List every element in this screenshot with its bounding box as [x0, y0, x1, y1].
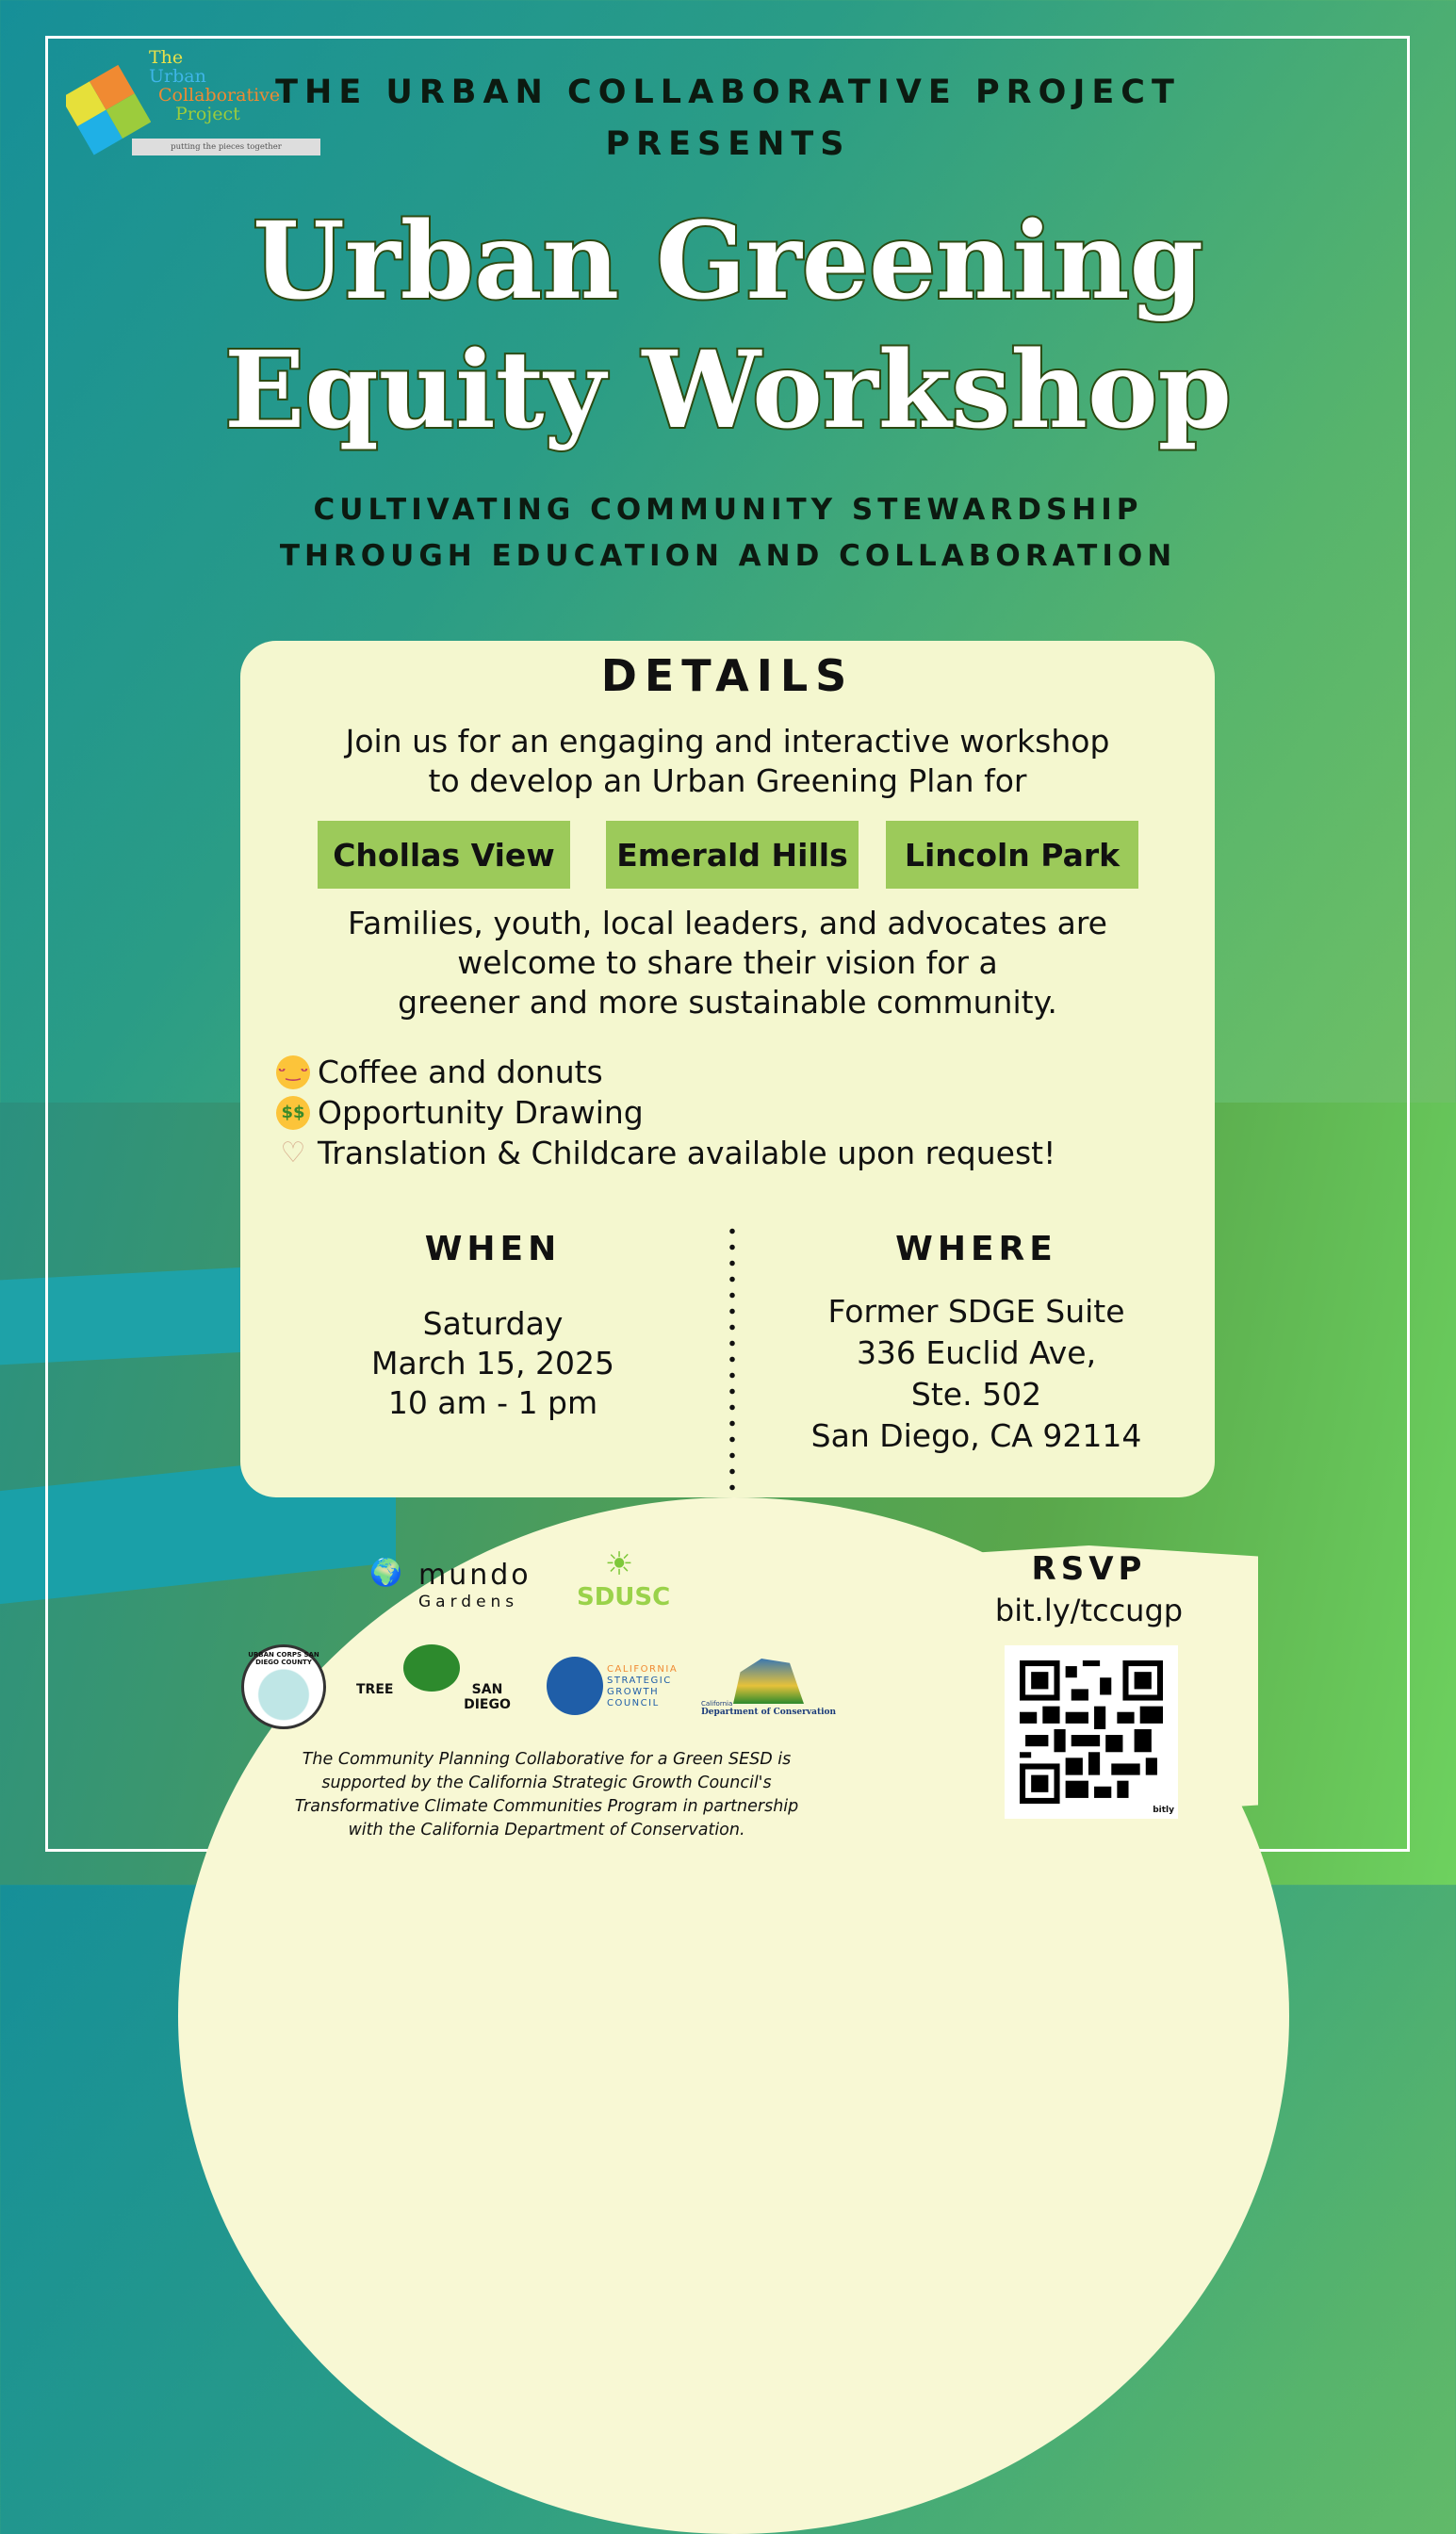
welcome-paragraph: Families, youth, local leaders, and advo…: [240, 904, 1215, 1022]
sdusc-logo: ☀ SDUSC: [577, 1545, 671, 1611]
san-diego-text: SAN DIEGO: [464, 1682, 511, 1712]
presenter-line: THE URBAN COLLABORATIVE PROJECT: [275, 74, 1181, 111]
footer-line: with the California Department of Conser…: [348, 1821, 745, 1839]
rsvp-heading: RSVP: [1031, 1550, 1147, 1588]
title-line-2: Equity Workshop: [222, 329, 1234, 452]
perk-text: Translation & Childcare available upon r…: [318, 1135, 1056, 1171]
strategic-growth-council-logo: CALIFORNIA STRATEGIC GROWTH COUNCIL: [547, 1657, 679, 1723]
california-map-icon: [547, 1657, 603, 1715]
details-heading: DETAILS: [600, 650, 855, 701]
when-date: March 15, 2025: [370, 1345, 615, 1381]
where-line: San Diego, CA 92114: [810, 1417, 1142, 1454]
perk-item: ᵕ‿ᵕ Coffee and donuts: [276, 1054, 603, 1090]
perk-text: Coffee and donuts: [318, 1054, 603, 1090]
mundo-text: mundo: [418, 1559, 532, 1592]
heart-hands-icon: ♡: [280, 1136, 306, 1169]
mundo-gardens-logo: 🌍 mundo Gardens: [369, 1557, 558, 1623]
logo-tagline: putting the pieces together: [132, 139, 320, 155]
sdusc-text: SDUSC: [577, 1583, 671, 1611]
footer-line: supported by the California Strategic Gr…: [321, 1774, 772, 1792]
intro-line: Join us for an engaging and interactive …: [345, 723, 1110, 760]
gardens-text: Gardens: [418, 1593, 519, 1611]
qr-brand: bitly: [1153, 1806, 1174, 1815]
doc-line: California: [701, 1700, 733, 1708]
logo-collaborative: Collaborative: [158, 85, 281, 106]
title-line-1: Urban Greening: [251, 200, 1205, 323]
where-line: Ste. 502: [910, 1376, 1042, 1413]
perk-item: ♡ Translation & Childcare available upon …: [276, 1135, 1056, 1171]
logo-the: The: [149, 47, 184, 68]
where-heading: WHERE: [895, 1230, 1057, 1268]
logo-urban: Urban: [149, 66, 206, 87]
sprout-icon: ☀: [604, 1545, 634, 1583]
where-details: Former SDGE Suite 336 Euclid Ave, Ste. 5…: [788, 1291, 1165, 1457]
presents-line: PRESENTS: [605, 125, 851, 163]
globe-icon: 🌍: [369, 1557, 402, 1588]
chip-emerald-hills: Emerald Hills: [606, 821, 859, 889]
rsvp-link[interactable]: bit.ly/tccugp: [994, 1593, 1184, 1628]
details-intro: Join us for an engaging and interactive …: [240, 722, 1215, 801]
subtitle-line-1: CULTIVATING COMMUNITY STEWARDSHIP: [313, 493, 1143, 527]
sgc-line: CALIFORNIA: [607, 1664, 679, 1675]
doc-line: Department of Conservation: [701, 1708, 837, 1717]
qr-code[interactable]: bitly: [1005, 1645, 1178, 1819]
tree-text: TREE: [356, 1682, 394, 1697]
subtitle-line-2: THROUGH EDUCATION AND COLLABORATION: [279, 539, 1177, 573]
urban-corps-logo: URBAN CORPS SAN DIEGO COUNTY: [241, 1644, 326, 1729]
dept-conservation-logo: California Department of Conservation: [697, 1659, 836, 1725]
tree-icon: [403, 1644, 460, 1692]
welcome-line: welcome to share their vision for a: [457, 944, 998, 981]
perk-item: $$ Opportunity Drawing: [276, 1094, 644, 1131]
money-face-icon: $$: [276, 1095, 310, 1130]
dotted-divider: [729, 1223, 735, 1496]
chip-chollas-view: Chollas View: [318, 821, 570, 889]
when-heading: WHEN: [424, 1230, 562, 1268]
chip-lincoln-park: Lincoln Park: [886, 821, 1138, 889]
logo-project: Project: [175, 104, 240, 124]
when-time: 10 am - 1 pm: [387, 1384, 598, 1421]
qr-code-icon: [1020, 1660, 1163, 1804]
when-day: Saturday: [422, 1305, 564, 1342]
puzzle-icon: [66, 64, 151, 155]
urban-collaborative-logo: The Urban Collaborative Project putting …: [66, 48, 322, 162]
where-line: 336 Euclid Ave,: [856, 1334, 1097, 1371]
when-details: Saturday March 15, 2025 10 am - 1 pm: [304, 1304, 681, 1423]
sgc-line: GROWTH: [607, 1687, 660, 1697]
tree-san-diego-logo: TREE SAN DIEGO: [356, 1644, 526, 1725]
footer-line: The Community Planning Collaborative for…: [302, 1750, 792, 1769]
where-line: Former SDGE Suite: [827, 1293, 1125, 1330]
welcome-line: Families, youth, local leaders, and advo…: [348, 905, 1107, 941]
footer-line: Transformative Climate Communities Progr…: [294, 1797, 799, 1816]
perk-text: Opportunity Drawing: [318, 1094, 644, 1131]
bear-icon: [733, 1659, 804, 1704]
intro-line: to develop an Urban Greening Plan for: [428, 762, 1027, 799]
funding-statement: The Community Planning Collaborative for…: [245, 1748, 848, 1842]
sgc-line: COUNCIL: [607, 1698, 660, 1708]
details-card: [240, 641, 1215, 1497]
welcome-line: greener and more sustainable community.: [398, 984, 1057, 1021]
sgc-line: STRATEGIC: [607, 1676, 672, 1686]
yum-face-icon: ᵕ‿ᵕ: [276, 1054, 310, 1089]
